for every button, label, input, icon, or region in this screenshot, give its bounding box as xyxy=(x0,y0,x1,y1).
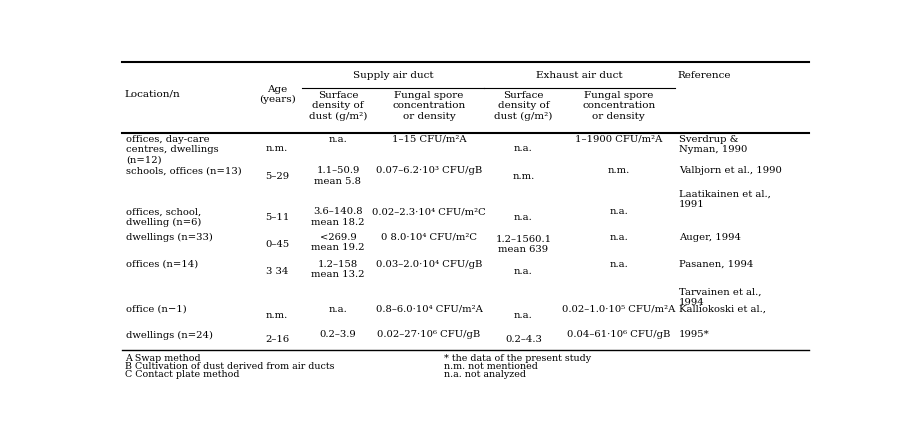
Text: Surface
density of
dust (g/m²): Surface density of dust (g/m²) xyxy=(309,91,367,121)
Text: C Contact plate method: C Contact plate method xyxy=(124,370,240,379)
Text: n.a.: n.a. xyxy=(609,233,628,242)
Text: 0.8–6.0·10⁴ CFU/m²A: 0.8–6.0·10⁴ CFU/m²A xyxy=(376,304,482,313)
Text: 0 8.0·10⁴ CFU/m²C: 0 8.0·10⁴ CFU/m²C xyxy=(381,233,477,242)
Text: 0.2–3.9: 0.2–3.9 xyxy=(320,330,356,339)
Text: 0.02–2.3·10⁴ CFU/m²C: 0.02–2.3·10⁴ CFU/m²C xyxy=(372,207,486,216)
Text: 3.6–140.8
mean 18.2: 3.6–140.8 mean 18.2 xyxy=(311,207,365,227)
Text: n.a.: n.a. xyxy=(514,311,533,320)
Text: 1995*: 1995* xyxy=(679,330,710,339)
Text: 0.2–4.3: 0.2–4.3 xyxy=(505,335,542,344)
Text: n.m. not mentioned: n.m. not mentioned xyxy=(444,362,538,371)
Text: Supply air duct: Supply air duct xyxy=(352,71,433,80)
Text: 1–15 CFU/m²A: 1–15 CFU/m²A xyxy=(391,135,467,144)
Text: n.a.: n.a. xyxy=(514,144,533,153)
Text: n.m.: n.m. xyxy=(266,144,288,153)
Text: office (n−1): office (n−1) xyxy=(126,304,187,313)
Text: Location/n: Location/n xyxy=(124,90,181,99)
Text: Tarvainen et al.,
1994: Tarvainen et al., 1994 xyxy=(679,287,762,307)
Text: n.a.: n.a. xyxy=(609,260,628,269)
Text: n.m.: n.m. xyxy=(512,172,535,181)
Text: Pasanen, 1994: Pasanen, 1994 xyxy=(679,260,754,269)
Text: offices (n=14): offices (n=14) xyxy=(126,260,199,269)
Text: B Cultivation of dust derived from air ducts: B Cultivation of dust derived from air d… xyxy=(124,362,334,371)
Text: Kalliokoski et al.,: Kalliokoski et al., xyxy=(679,304,766,313)
Text: Age
(years): Age (years) xyxy=(259,84,295,104)
Text: 5–29: 5–29 xyxy=(265,172,290,181)
Text: 1.2–158
mean 13.2: 1.2–158 mean 13.2 xyxy=(311,260,365,279)
Text: 0.03–2.0·10⁴ CFU/gB: 0.03–2.0·10⁴ CFU/gB xyxy=(376,260,482,269)
Text: 3 34: 3 34 xyxy=(266,267,289,276)
Text: A Swap method: A Swap method xyxy=(124,354,201,363)
Text: Laatikainen et al.,
1991: Laatikainen et al., 1991 xyxy=(679,190,771,209)
Text: Sverdrup &
Nyman, 1990: Sverdrup & Nyman, 1990 xyxy=(679,135,747,154)
Text: Fungal spore
concentration
or density: Fungal spore concentration or density xyxy=(582,91,656,120)
Text: Valbjorn et al., 1990: Valbjorn et al., 1990 xyxy=(679,166,782,176)
Text: n.a. not analyzed: n.a. not analyzed xyxy=(444,370,527,379)
Text: Surface
density of
dust (g/m²): Surface density of dust (g/m²) xyxy=(494,91,553,121)
Text: offices, school,
dwelling (n=6): offices, school, dwelling (n=6) xyxy=(126,207,202,227)
Text: 1.2–1560.1
mean 639: 1.2–1560.1 mean 639 xyxy=(496,234,551,254)
Text: 0.07–6.2·10³ CFU/gB: 0.07–6.2·10³ CFU/gB xyxy=(376,166,482,176)
Text: 5–11: 5–11 xyxy=(265,213,290,223)
Text: Auger, 1994: Auger, 1994 xyxy=(679,233,741,242)
Text: n.a.: n.a. xyxy=(514,213,533,223)
Text: n.a.: n.a. xyxy=(514,267,533,276)
Text: 0.02–1.0·10⁵ CFU/m²A: 0.02–1.0·10⁵ CFU/m²A xyxy=(562,304,676,313)
Text: Reference: Reference xyxy=(677,71,731,80)
Text: offices, day-care
centres, dwellings
(n=12): offices, day-care centres, dwellings (n=… xyxy=(126,135,219,165)
Text: 0.04–61·10⁶ CFU/gB: 0.04–61·10⁶ CFU/gB xyxy=(568,330,670,339)
Text: Fungal spore
concentration
or density: Fungal spore concentration or density xyxy=(392,91,466,120)
Text: n.a.: n.a. xyxy=(329,135,348,144)
Text: 2–16: 2–16 xyxy=(265,335,290,344)
Text: n.m.: n.m. xyxy=(607,166,630,176)
Text: <269.9
mean 19.2: <269.9 mean 19.2 xyxy=(311,233,365,252)
Text: Exhaust air duct: Exhaust air duct xyxy=(536,71,623,80)
Text: n.a.: n.a. xyxy=(609,207,628,216)
Text: 1–1900 CFU/m²A: 1–1900 CFU/m²A xyxy=(575,135,663,144)
Text: schools, offices (n=13): schools, offices (n=13) xyxy=(126,166,242,176)
Text: dwellings (n=24): dwellings (n=24) xyxy=(126,330,213,340)
Text: 1.1–50.9
mean 5.8: 1.1–50.9 mean 5.8 xyxy=(314,166,361,186)
Text: dwellings (n=33): dwellings (n=33) xyxy=(126,233,213,242)
Text: 0.02–27·10⁶ CFU/gB: 0.02–27·10⁶ CFU/gB xyxy=(378,330,480,339)
Text: * the data of the present study: * the data of the present study xyxy=(444,354,591,363)
Text: n.m.: n.m. xyxy=(266,311,288,320)
Text: n.a.: n.a. xyxy=(329,304,348,313)
Text: 0–45: 0–45 xyxy=(265,240,290,249)
